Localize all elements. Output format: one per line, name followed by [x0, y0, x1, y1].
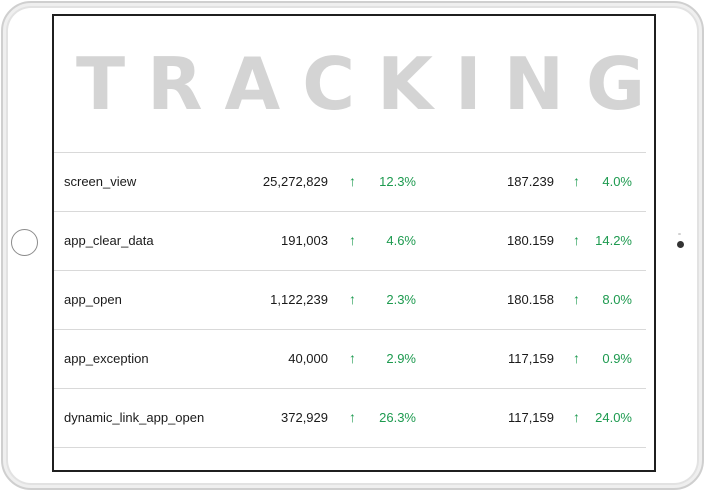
tablet-screen: TRACKING screen_view 25,272,829 ↑ 12.3% …: [52, 14, 656, 472]
value-change: 24.0%: [595, 410, 632, 425]
table-row: app_clear_data 191,003 ↑ 4.6% 180.159 ↑ …: [54, 211, 646, 270]
table-row: app_open 1,122,239 ↑ 2.3% 180.158 ↑ 8.0%: [54, 270, 646, 329]
event-value: 187.239: [507, 174, 554, 189]
arrow-up-icon: ↑: [349, 409, 356, 425]
event-value: 117,159: [507, 351, 554, 366]
arrow-up-icon: ↑: [573, 232, 580, 248]
value-change: 14.2%: [595, 233, 632, 248]
value-change: 0.9%: [602, 351, 632, 366]
event-count: 40,000: [288, 351, 328, 366]
arrow-up-icon: ↑: [349, 291, 356, 307]
event-count: 1,122,239: [270, 292, 328, 307]
table-row: screen_view 25,272,829 ↑ 12.3% 187.239 ↑…: [54, 152, 646, 211]
sensor-dot: [678, 233, 681, 235]
event-count: 372,929: [281, 410, 328, 425]
event-value: 180.159: [507, 233, 554, 248]
arrow-up-icon: ↑: [349, 173, 356, 189]
event-name: dynamic_link_app_open: [64, 410, 205, 425]
arrow-up-icon: ↑: [573, 350, 580, 366]
event-value: 117,159: [507, 410, 554, 425]
event-count: 191,003: [281, 233, 328, 248]
event-name: app_clear_data: [64, 233, 154, 248]
camera-icon: [677, 241, 684, 248]
page-title: TRACKING: [76, 42, 656, 126]
arrow-up-icon: ↑: [573, 173, 580, 189]
count-change: 2.9%: [386, 351, 416, 366]
home-button[interactable]: [11, 229, 38, 256]
arrow-up-icon: ↑: [349, 350, 356, 366]
value-change: 8.0%: [602, 292, 632, 307]
value-change: 4.0%: [602, 174, 632, 189]
count-change: 2.3%: [386, 292, 416, 307]
arrow-up-icon: ↑: [349, 232, 356, 248]
count-change: 12.3%: [379, 174, 416, 189]
event-value: 180.158: [507, 292, 554, 307]
event-count: 25,272,829: [262, 174, 328, 189]
table-row: dynamic_link_app_open 372,929 ↑ 26.3% 11…: [54, 388, 646, 448]
event-name: app_open: [64, 292, 122, 307]
count-change: 4.6%: [386, 233, 416, 248]
count-change: 26.3%: [379, 410, 416, 425]
tracking-table: screen_view 25,272,829 ↑ 12.3% 187.239 ↑…: [54, 152, 646, 448]
event-name: screen_view: [64, 174, 137, 189]
arrow-up-icon: ↑: [573, 291, 580, 307]
arrow-up-icon: ↑: [573, 409, 580, 425]
table-row: app_exception 40,000 ↑ 2.9% 117,159 ↑ 0.…: [54, 329, 646, 388]
event-name: app_exception: [64, 351, 149, 366]
